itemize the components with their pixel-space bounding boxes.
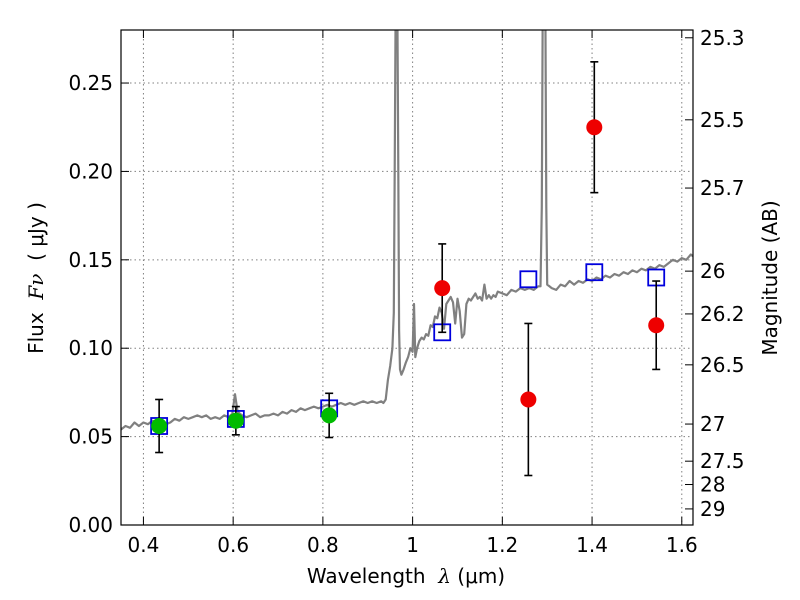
y-tick-label: 0.15 [68, 248, 113, 272]
model-photometry-square [519, 270, 538, 289]
model-spectrum-line [121, 30, 693, 431]
grid-lines [121, 30, 693, 525]
y2-tick-label: 25.7 [700, 176, 745, 200]
x-axis-title-prefix: Wavelength [307, 564, 438, 588]
y-tick-label: 0.20 [68, 159, 113, 183]
nir-measurement-point [648, 317, 665, 334]
y-tick-label: 0.05 [68, 425, 113, 449]
x-tick-label: 0.6 [217, 533, 249, 557]
nir-measurement-point [586, 119, 603, 136]
y2-axis-title: Magnitude (AB) [758, 200, 782, 355]
y2-tick-label: 26.5 [700, 353, 745, 377]
optical-detection-point [151, 418, 168, 434]
x-tick-label: 0.4 [128, 533, 160, 557]
nir-measurement-point [434, 280, 451, 297]
x-tick-label: 1.4 [576, 533, 608, 557]
x-axis-lambda-symbol: λ [437, 564, 451, 588]
y2-tick-label: 26.2 [700, 302, 745, 326]
y2-tick-label: 27 [700, 412, 725, 436]
x-tick-label: 1.2 [486, 533, 518, 557]
optical-detection-point [321, 407, 338, 424]
y-axis-flux-symbol: Fν [24, 274, 48, 301]
model-photometry-square [585, 263, 604, 282]
y-axis-title: Flux Fν ( μJy ) [24, 202, 48, 354]
model-spectrum-layer [121, 30, 693, 431]
photometry-markers [150, 61, 666, 477]
x-axis-title: Wavelength λ (μm) [307, 564, 505, 588]
y2-tick-label: 25.3 [700, 26, 745, 50]
y2-tick-label: 28 [700, 473, 725, 497]
y-axis-title-prefix: Flux [24, 300, 48, 354]
plot-frame [120, 29, 694, 526]
y2-tick-label: 27.5 [700, 449, 745, 473]
y-tick-label: 0.00 [68, 513, 113, 537]
y2-tick-label: 26 [700, 259, 725, 283]
y-tick-label: 0.10 [68, 336, 113, 360]
y2-tick-label: 25.5 [700, 108, 745, 132]
y-axis-title-unit: ( μJy ) [24, 202, 48, 274]
x-axis-title-unit: (μm) [451, 564, 505, 588]
y2-tick-label: 29 [700, 497, 725, 521]
x-tick-label: 1 [406, 533, 419, 557]
x-tick-label: 1.6 [666, 533, 698, 557]
optical-detection-point [227, 412, 244, 429]
axis-ticks: 0.4 0.6 0.8 1 1.2 1.4 1.6 0.00 0.05 0.10 0.15 0.20 0… [68, 26, 744, 557]
x-tick-label: 0.8 [307, 533, 339, 557]
nir-measurement-point [520, 391, 537, 408]
y-tick-label: 0.25 [68, 71, 113, 95]
